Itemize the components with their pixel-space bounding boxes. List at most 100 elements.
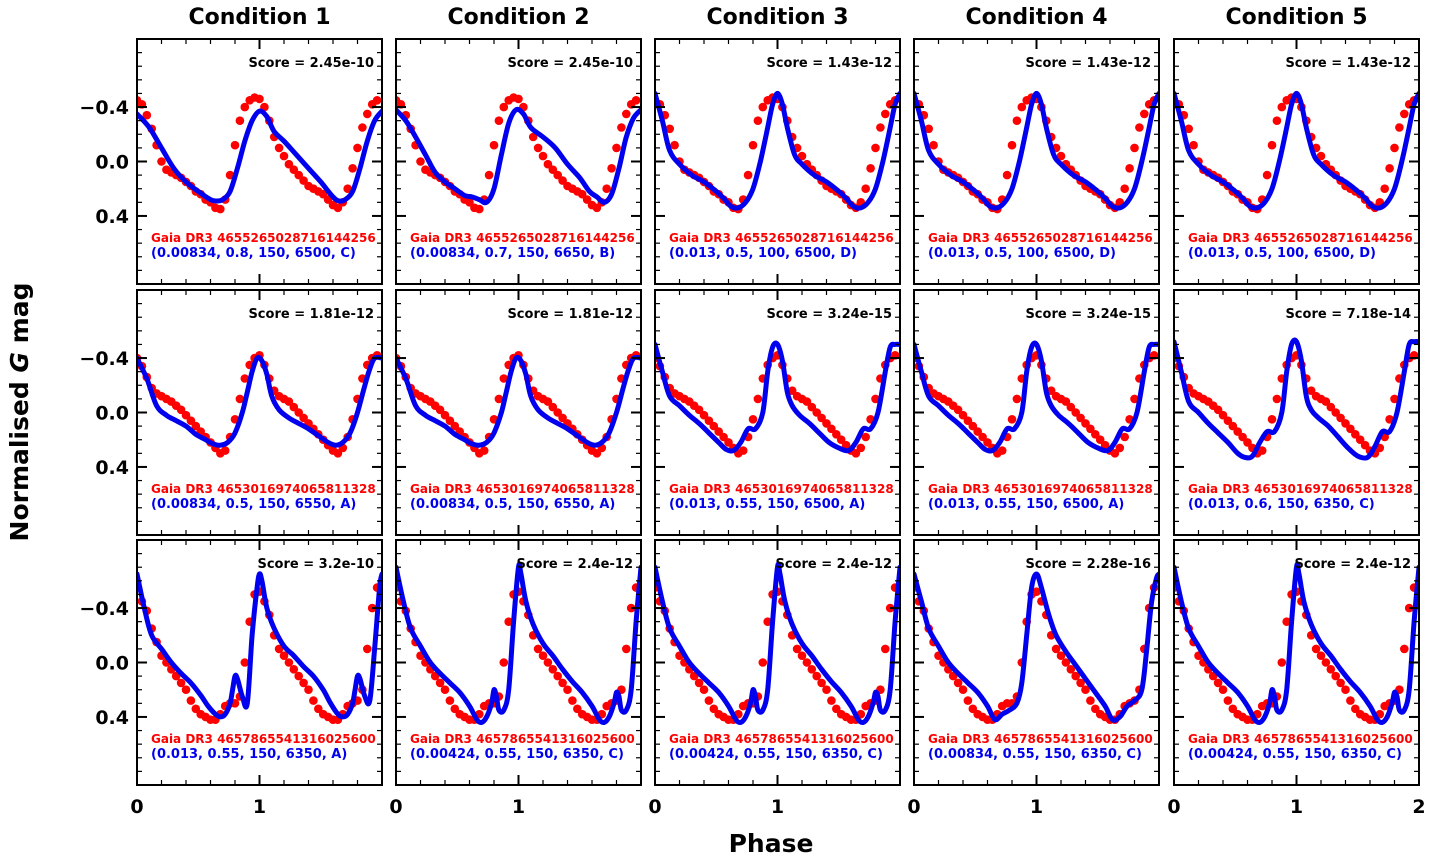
observed-point (1336, 413, 1345, 423)
y-tick-label: −0.4 (79, 348, 129, 370)
observed-point (1125, 164, 1134, 173)
observed-point (812, 671, 821, 681)
x-tick-label: 1 (253, 796, 266, 818)
observed-point (1380, 184, 1389, 193)
panel-grid: Condition 1 Condition 2 Condition 3 Conditi… (79, 5, 1425, 818)
observed-point (807, 665, 817, 674)
observed-point (622, 644, 631, 654)
observed-point (827, 424, 836, 434)
panel-r2-c4: Score = 3.24e-15 Gaia DR3 465301697406581… (913, 289, 1160, 536)
observed-point (553, 671, 562, 681)
observed-point (958, 685, 968, 694)
observed-point (1311, 644, 1321, 654)
model-curve (137, 571, 382, 720)
observed-point (1390, 394, 1399, 404)
observed-point (1385, 415, 1394, 424)
observed-point (738, 446, 748, 455)
model-curve (137, 108, 382, 204)
model-params-label: (0.00834, 0.55, 150, 6350, C) (928, 747, 1142, 762)
observed-point (1012, 116, 1022, 125)
panel-r1-c4: Score = 1.43e-12 Gaia DR3 465526502871614… (913, 38, 1160, 285)
y-tick-label: 0.4 (95, 707, 129, 729)
observed-point (822, 685, 831, 694)
observed-point (866, 164, 875, 173)
observed-point (704, 696, 714, 705)
column-title-4: Condition 4 (965, 5, 1107, 30)
observed-point (181, 410, 191, 420)
model-params-label: (0.00834, 0.5, 150, 6550, A) (410, 497, 615, 512)
observed-point (568, 696, 577, 705)
observed-point (602, 184, 611, 193)
model-params-label: (0.00834, 0.5, 150, 6550, A) (151, 497, 356, 512)
observed-point (836, 435, 846, 445)
observed-point (548, 665, 558, 674)
observed-point (963, 696, 973, 705)
observed-point (983, 438, 992, 447)
observed-point (1130, 143, 1139, 153)
x-tick-label: 1 (512, 796, 525, 818)
model-params-label: (0.013, 0.55, 150, 6500, A) (669, 497, 865, 512)
observed-point (997, 446, 1007, 455)
observed-point (1346, 424, 1355, 434)
model-curve (655, 340, 900, 454)
observed-point (792, 644, 802, 654)
observed-point (1400, 109, 1409, 119)
observed-point (743, 170, 753, 180)
x-tick-label: 0 (130, 796, 143, 818)
panel-r2-c2: Score = 1.81e-12 Gaia DR3 465301697406581… (395, 289, 642, 536)
observed-point (343, 184, 353, 193)
star-id-label: Gaia DR3 4653016974065811328 (410, 482, 635, 496)
observed-point (230, 140, 240, 150)
star-id-label: Gaia DR3 4657865541316025600 (669, 732, 894, 746)
observed-point (289, 665, 299, 674)
model-curve (396, 354, 641, 448)
panel-r3-c2: 0 1 Score = 2.4e-12 Gaia DR3 46578655413160… (389, 539, 642, 818)
observed-point (1355, 435, 1365, 445)
panel-r2-c1: −0.4 0.0 0.4 Score = 1.81e-12 Gaia DR3 46530… (79, 289, 383, 536)
observed-point (1017, 102, 1027, 112)
observed-points (655, 351, 900, 458)
observed-point (1306, 386, 1316, 396)
observed-point (1076, 413, 1085, 423)
observed-points (1174, 93, 1419, 214)
observed-point (1061, 658, 1071, 667)
model-curve (1174, 90, 1419, 211)
model-params-label: (0.00834, 0.7, 150, 6650, B) (410, 246, 615, 261)
star-id-label: Gaia DR3 4655265028716144256 (151, 231, 376, 245)
observed-point (240, 102, 250, 112)
observed-point (353, 143, 362, 153)
observed-point (1095, 435, 1105, 445)
observed-point (881, 109, 890, 119)
observed-point (1218, 410, 1228, 420)
observed-point (475, 204, 484, 214)
star-id-label: Gaia DR3 4655265028716144256 (669, 231, 894, 245)
observed-point (279, 651, 289, 660)
observed-point (240, 658, 250, 667)
observed-point (1066, 665, 1076, 674)
observed-point (929, 140, 938, 150)
observed-point (543, 658, 553, 667)
observed-point (876, 123, 885, 132)
observed-point (1213, 678, 1223, 688)
observed-point (817, 678, 826, 688)
observed-point (1257, 446, 1267, 455)
observed-point (240, 374, 250, 383)
observed-point (1012, 394, 1022, 404)
observed-point (1243, 438, 1252, 447)
observed-point (494, 116, 504, 125)
observed-point (294, 671, 304, 681)
model-curve (914, 340, 1159, 454)
score-label: Score = 1.81e-12 (248, 307, 374, 322)
observed-point (299, 413, 308, 423)
observed-point (358, 123, 367, 132)
observed-point (279, 151, 289, 161)
observed-point (372, 96, 382, 105)
observed-point (191, 421, 201, 431)
observed-point (1341, 685, 1350, 694)
observed-point (216, 204, 225, 214)
observed-point (881, 644, 890, 654)
model-curve (914, 90, 1159, 211)
observed-point (1046, 386, 1056, 396)
observed-point (1267, 415, 1277, 424)
